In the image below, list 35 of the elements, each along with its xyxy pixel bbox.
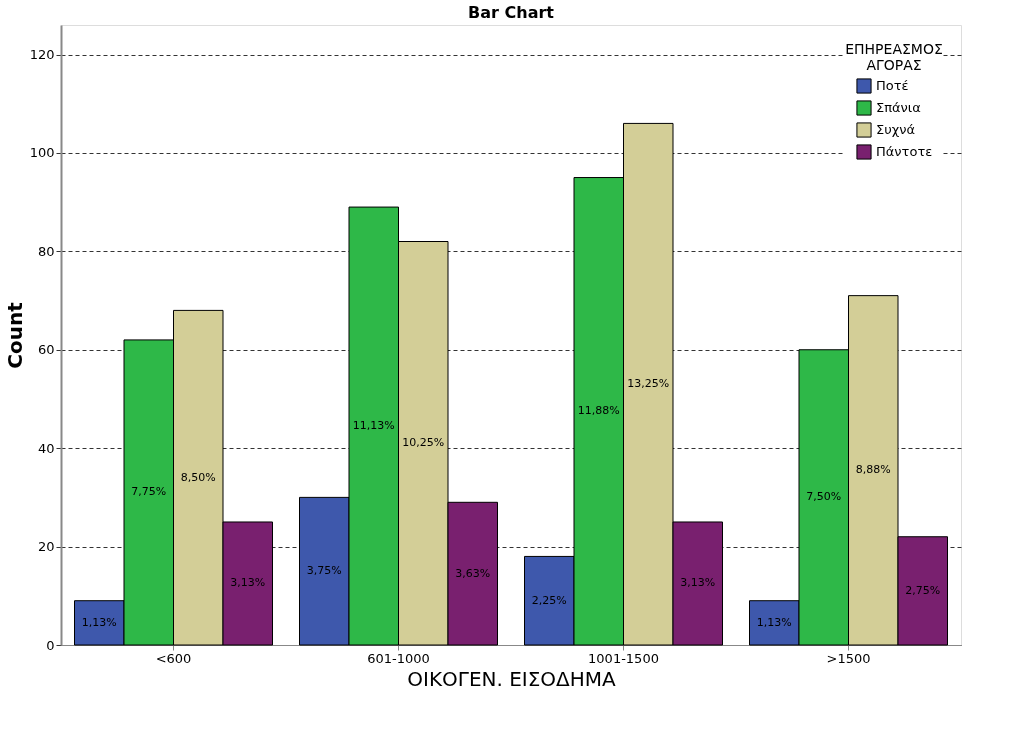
y-tick-label: 80	[37, 243, 55, 259]
annotation: 7,75%	[131, 485, 167, 499]
x-tick-label: 1001-1500	[588, 650, 659, 666]
annotation: 1,13%	[81, 615, 117, 629]
annotation: 10,25%	[402, 436, 445, 450]
annotation: 11,88%	[577, 404, 620, 418]
annotation: 7,50%	[806, 490, 842, 504]
annotation: 13,25%	[627, 377, 670, 391]
annotation: 3,13%	[230, 576, 266, 590]
legend-label: Σπάνια	[876, 100, 921, 115]
annotation: 3,13%	[680, 576, 716, 590]
annotation: 2,25%	[531, 593, 567, 607]
x-axis-title: ΟΙΚΟΓΕΝ. ΕΙΣΟΔΗΜΑ	[407, 666, 617, 691]
annotation: 2,75%	[905, 583, 941, 597]
x-tick-label: >1500	[826, 650, 871, 666]
y-axis-title: Count	[2, 301, 27, 369]
annotation: 8,50%	[180, 470, 216, 484]
annotation: 11,13%	[352, 419, 395, 433]
legend-label: Συχνά	[876, 122, 916, 137]
y-tick-label: 60	[37, 342, 55, 358]
x-tick-label: <600	[155, 650, 192, 666]
legend-label: Πάντοτε	[876, 144, 933, 159]
annotation: 3,63%	[455, 566, 491, 580]
annotation: 3,75%	[306, 564, 342, 578]
y-tick-label: 120	[29, 47, 55, 63]
chart-title: Bar Chart	[468, 3, 555, 22]
legend-title: ΕΠΗΡΕΑΣΜΟΣ ΑΓΟΡΑΣ	[845, 41, 943, 73]
legend-label: Ποτέ	[876, 78, 909, 93]
annotation: 1,13%	[756, 615, 792, 629]
y-tick-label: 40	[37, 440, 55, 456]
y-tick-label: 0	[46, 637, 55, 653]
annotation: 8,88%	[855, 463, 891, 477]
x-tick-label: 601-1000	[367, 650, 430, 666]
y-tick-label: 20	[37, 539, 55, 555]
y-tick-label: 100	[29, 145, 55, 161]
